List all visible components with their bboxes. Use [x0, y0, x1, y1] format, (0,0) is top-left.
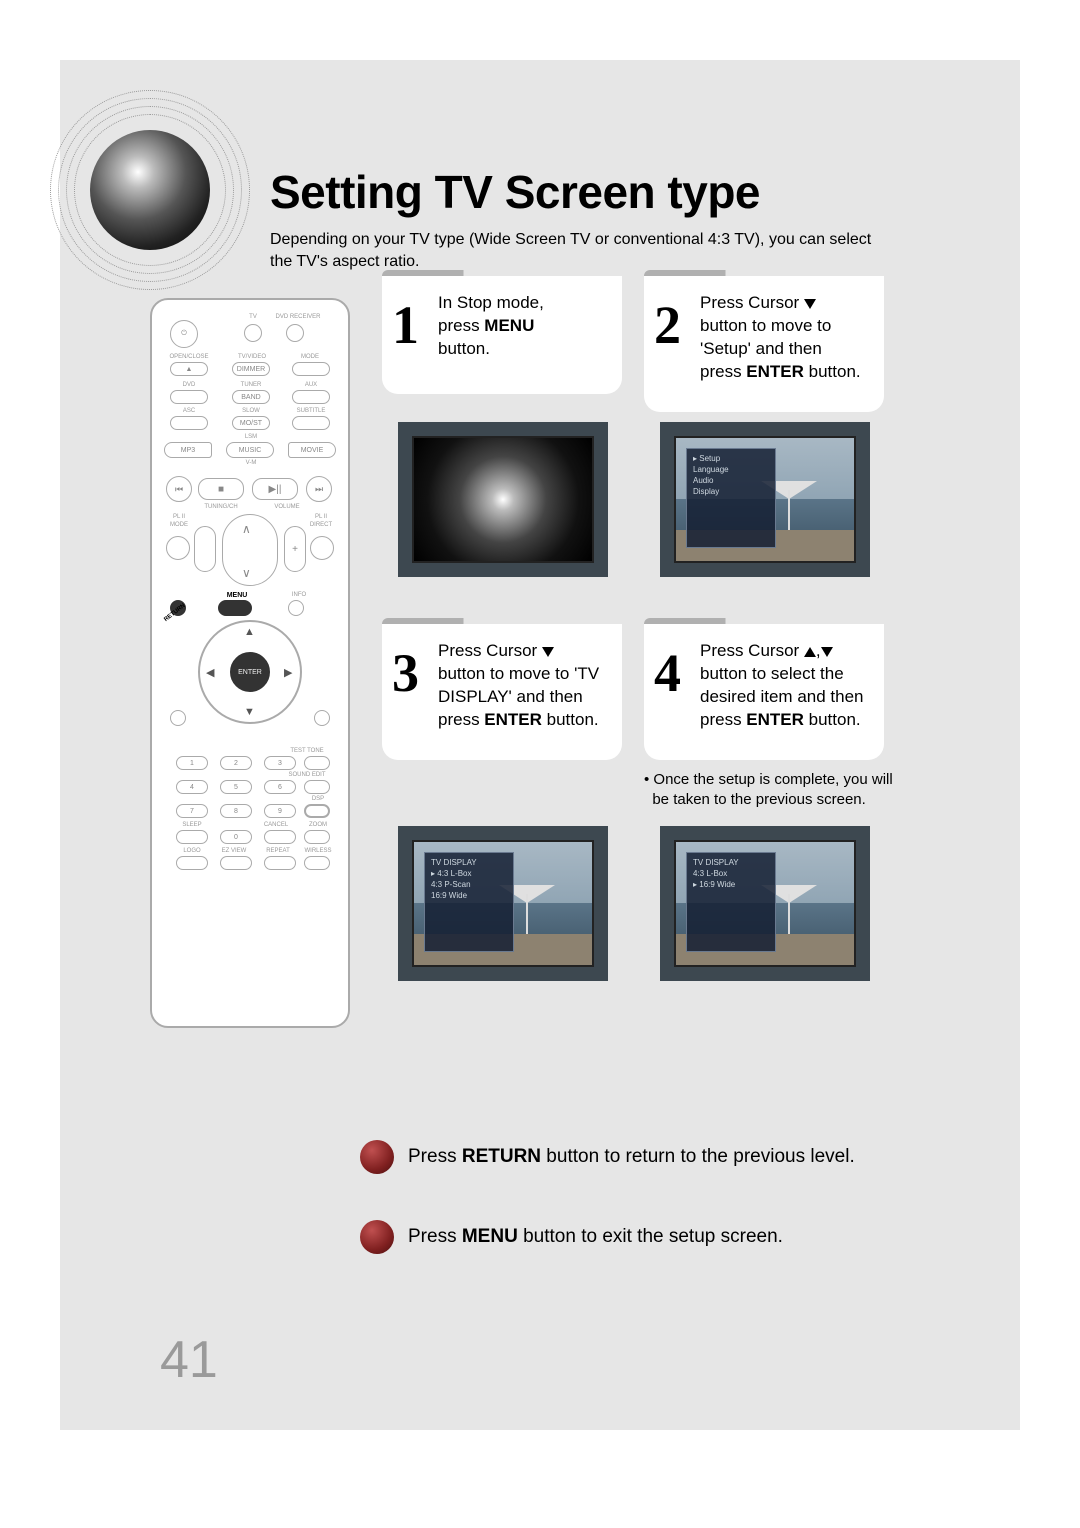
step-4-tab: 4 Press Cursor , button to select the de…	[644, 624, 884, 760]
screenshot-step-4: TV DISPLAY4:3 L-Box▸ 16:9 Wide	[660, 826, 870, 981]
note-text: • Once the setup is complete, you will b…	[644, 770, 894, 811]
step-text: Press Cursor , button to select the desi…	[700, 640, 874, 732]
footer-menu-row: Press MENU button to exit the setup scre…	[360, 1220, 783, 1254]
decorative-speaker	[50, 90, 250, 290]
title-block: Setting TV Screen type Depending on your…	[270, 165, 990, 272]
footer-return-row: Press RETURN button to return to the pre…	[360, 1140, 855, 1174]
step-text: Press Cursor button to move to 'Setup' a…	[700, 292, 874, 384]
step-1-tab: 1 In Stop mode, press MENU button.	[382, 276, 622, 394]
step-text: In Stop mode, press MENU button.	[438, 292, 612, 361]
step-text: Press Cursor button to move to 'TV DISPL…	[438, 640, 612, 732]
bullet-icon	[360, 1220, 394, 1254]
step-number: 4	[654, 642, 681, 704]
screenshot-step-2: ▸ SetupLanguageAudioDisplay	[660, 422, 870, 577]
remote-control-illustration: ⏻ TV DVD RECEIVER OPEN/CLOSE TV/VIDEO MO…	[150, 298, 350, 1028]
cursor-down-icon	[821, 647, 833, 657]
cursor-down-icon	[542, 647, 554, 657]
subtitle-line: the TV's aspect ratio.	[270, 253, 420, 270]
step-number: 3	[392, 642, 419, 704]
step-number: 2	[654, 294, 681, 356]
page-number: 41	[160, 1330, 218, 1390]
screenshot-step-3: TV DISPLAY▸ 4:3 L-Box4:3 P-Scan16:9 Wide	[398, 826, 608, 981]
screenshot-step-1	[398, 422, 608, 577]
step-number: 1	[392, 294, 419, 356]
footer-text: Press RETURN button to return to the pre…	[408, 1146, 855, 1168]
cursor-up-icon	[804, 647, 816, 657]
page-subtitle: Depending on your TV type (Wide Screen T…	[270, 229, 990, 272]
bullet-icon	[360, 1140, 394, 1174]
subtitle-line: Depending on your TV type (Wide Screen T…	[270, 231, 871, 248]
cursor-down-icon	[804, 299, 816, 309]
page: Setting TV Screen type Depending on your…	[60, 60, 1020, 1430]
page-title: Setting TV Screen type	[270, 165, 990, 219]
step-2-tab: 2 Press Cursor button to move to 'Setup'…	[644, 276, 884, 412]
footer-text: Press MENU button to exit the setup scre…	[408, 1226, 783, 1248]
step-3-tab: 3 Press Cursor button to move to 'TV DIS…	[382, 624, 622, 760]
